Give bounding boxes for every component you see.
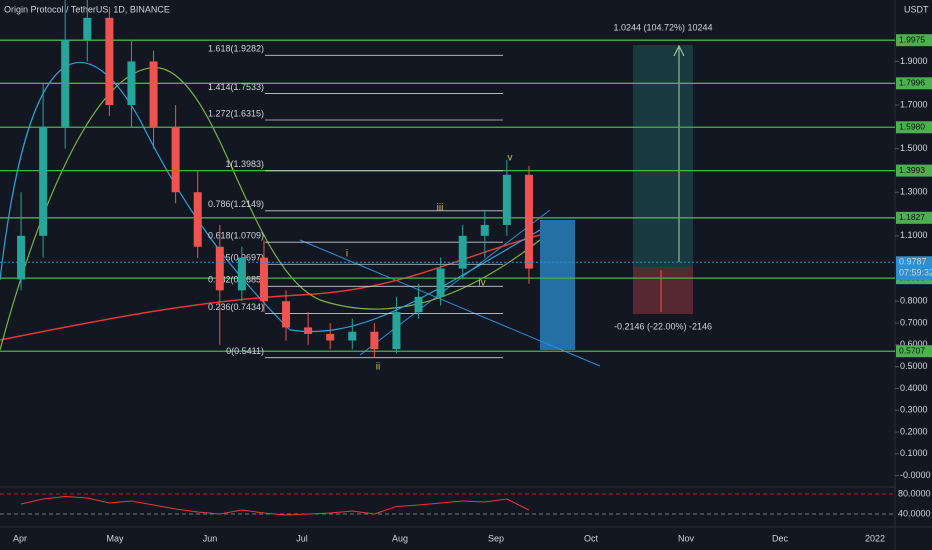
- level-label: 0.5707: [899, 345, 925, 355]
- x-tick-label: Nov: [678, 533, 695, 543]
- y-tick-label: 1.9000: [900, 56, 928, 66]
- candle-body: [259, 257, 268, 302]
- wave-label: v: [508, 153, 513, 164]
- level-label: 1.1827: [899, 212, 925, 222]
- y-tick-label: 1.7000: [900, 99, 928, 109]
- rsi-tick-label: 80.0000: [898, 488, 931, 498]
- candle-body: [370, 331, 379, 350]
- y-tick-label: 1.1000: [900, 230, 928, 240]
- candle-body: [414, 296, 423, 313]
- fib-label: 0(0.5411): [226, 346, 264, 356]
- trendline: [359, 209, 551, 356]
- y-tick-label: 0.4000: [900, 383, 928, 393]
- long-stop-zone: [633, 267, 693, 314]
- fib-label: 0.618(1.0709): [208, 231, 264, 241]
- volume-profile: [540, 220, 575, 350]
- wave-label: i: [346, 249, 348, 260]
- candle-body: [304, 327, 313, 334]
- level-label: 1.9975: [899, 34, 925, 44]
- y-tick-label: 1.5000: [900, 143, 928, 153]
- candle-body: [149, 61, 158, 127]
- candle-body: [237, 257, 246, 291]
- candle-body: [193, 192, 202, 247]
- candle-body: [105, 17, 114, 106]
- level-label-box: [896, 211, 932, 224]
- x-tick-label: Aug: [392, 533, 408, 543]
- x-tick-label: Jun: [203, 533, 218, 543]
- level-label-box: [896, 121, 932, 134]
- x-tick-label: May: [106, 533, 124, 543]
- candle-body: [171, 126, 180, 193]
- level-label: 1.7996: [899, 78, 925, 88]
- y-tick-label: 0.1000: [900, 448, 928, 458]
- y-tick-label: -0.0000: [900, 470, 931, 480]
- candle-body: [39, 126, 48, 236]
- y-tick-label: 0.5000: [900, 361, 928, 371]
- fib-label: 0.786(1.2149): [208, 199, 264, 209]
- target-arrowhead: [673, 44, 685, 57]
- y-tick-label: 1.3000: [900, 187, 928, 197]
- level-label-box: [896, 77, 932, 90]
- rsi-tick-label: 40.0000: [898, 508, 931, 518]
- candle-body: [480, 224, 489, 236]
- candle-body: [392, 312, 401, 350]
- y-tick-label: 0.8000: [900, 296, 928, 306]
- candle-body: [502, 174, 511, 225]
- y-tick-label: 0.3000: [900, 405, 928, 415]
- level-label-box: [896, 164, 932, 177]
- long-target-zone: [633, 45, 693, 267]
- x-tick-label: Dec: [772, 533, 789, 543]
- x-tick-label: Jul: [296, 533, 308, 543]
- wave-label: iv: [478, 278, 485, 289]
- fib-label: 0.382(0.8685): [208, 275, 264, 285]
- x-tick-label: Oct: [584, 533, 599, 543]
- candle-body: [83, 17, 92, 40]
- level-label-box: [896, 345, 932, 358]
- level-label-box: [896, 34, 932, 47]
- x-tick-label: Apr: [13, 533, 27, 543]
- wave-label: iii: [437, 203, 444, 214]
- currency: USDT: [904, 4, 929, 14]
- x-tick-label: Sep: [488, 533, 504, 543]
- fib-label: 1.272(1.6315): [208, 108, 264, 118]
- candle-body: [282, 301, 291, 328]
- candle-body: [127, 61, 136, 106]
- rsi-line: [20, 495, 530, 516]
- current-price: 0.9787: [899, 257, 927, 267]
- candle-body: [436, 268, 445, 297]
- wave-label: ii: [376, 362, 380, 373]
- candle-body: [524, 174, 533, 269]
- y-tick-label: 0.6000: [900, 339, 928, 349]
- fib-label: 1(1.3983): [225, 159, 264, 169]
- y-tick-label: 0.2000: [900, 426, 928, 436]
- countdown: 07:59:32: [899, 268, 932, 278]
- level-label: 1.3993: [899, 165, 925, 175]
- candle-body: [215, 246, 224, 291]
- fib-label: 1.618(1.9282): [208, 44, 264, 54]
- candle-body: [61, 39, 70, 127]
- candle-body: [458, 235, 467, 269]
- target-label: 1.0244 (104.72%) 10244: [613, 22, 712, 32]
- fib-label: 0.236(0.7434): [208, 302, 264, 312]
- x-tick-label: 2022: [865, 533, 885, 543]
- stop-label: -0.2146 (-22.00%) -2146: [614, 321, 712, 331]
- fib-label: 0.5(0.9697): [218, 253, 264, 263]
- candle-body: [17, 235, 26, 280]
- y-tick-label: 0.7000: [900, 317, 928, 327]
- level-label: 1.5980: [899, 122, 925, 132]
- current-price-box: [896, 256, 932, 281]
- candle-body: [326, 333, 335, 341]
- fib-label: 1.414(1.7533): [208, 82, 264, 92]
- candle-body: [348, 331, 357, 341]
